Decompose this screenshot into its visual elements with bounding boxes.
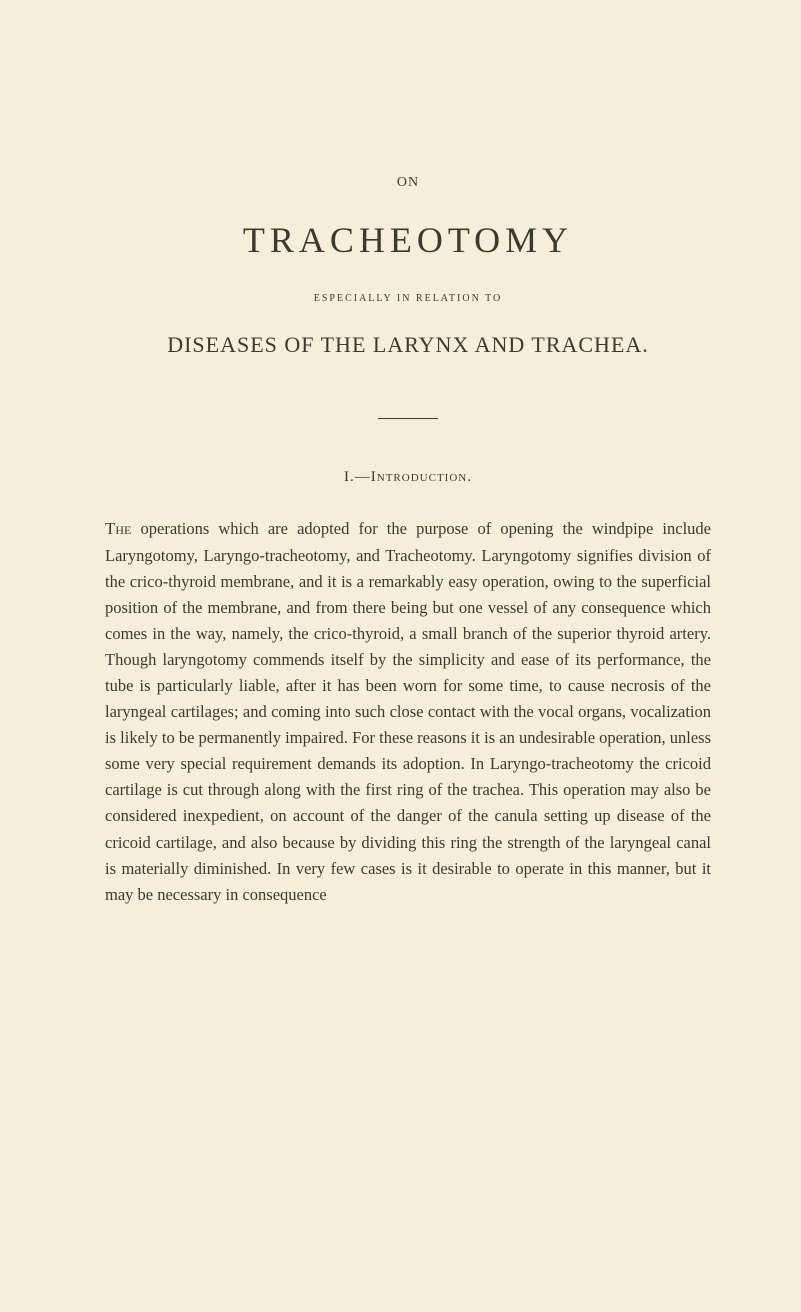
first-word: The <box>105 519 131 538</box>
main-title: TRACHEOTOMY <box>105 219 711 261</box>
page-content: ON TRACHEOTOMY ESPECIALLY IN RELATION TO… <box>0 0 801 968</box>
body-paragraph: The operations which are adopted for the… <box>105 516 711 908</box>
body-text-content: operations which are adopted for the pur… <box>105 519 711 904</box>
subtitle-relation: ESPECIALLY IN RELATION TO <box>105 293 711 304</box>
section-heading-introduction: I.—Introduction. <box>105 469 711 486</box>
pretitle: ON <box>105 175 711 191</box>
horizontal-divider <box>378 418 438 419</box>
subtitle-diseases: DISEASES OF THE LARYNX AND TRACHEA. <box>105 332 711 358</box>
